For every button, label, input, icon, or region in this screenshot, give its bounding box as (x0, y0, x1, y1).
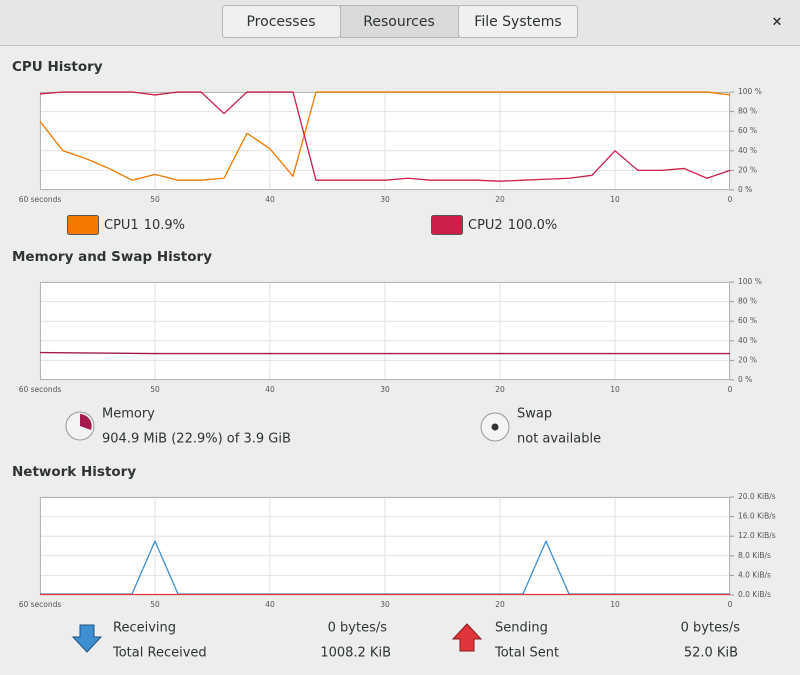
series-line (39, 91, 731, 181)
y-tick-label: 0 % (738, 375, 752, 384)
tab-label[interactable]: Processes (246, 14, 315, 30)
legend-entry: CPU2 100.0% (468, 218, 557, 233)
x-tick-label: 10 (610, 195, 620, 204)
legend-swatch[interactable] (67, 215, 99, 235)
total-received-label: Total Received (112, 646, 207, 661)
x-tick-label: 30 (380, 385, 390, 394)
sending-label: Sending (495, 621, 548, 636)
x-tick-label: 10 (610, 385, 620, 394)
memory-label: Memory (102, 407, 155, 422)
series-line (39, 91, 731, 182)
y-tick-label: 12.0 KiB/s (738, 531, 776, 540)
x-tick-label: 50 (150, 195, 160, 204)
y-tick-label: 80 % (738, 107, 757, 116)
swap-icon-dot (491, 423, 499, 431)
y-tick-label: 20.0 KiB/s (738, 492, 776, 501)
legend-swatch[interactable] (431, 215, 463, 235)
x-tick-label: 30 (380, 600, 390, 609)
y-tick-label: 80 % (738, 297, 757, 306)
total-sent: 52.0 KiB (684, 646, 738, 661)
x-tick-label: 0 (728, 600, 733, 609)
legend-reading: 10.9% (144, 218, 185, 233)
receiving-label: Receiving (113, 621, 176, 636)
x-tick-label: 40 (265, 195, 275, 204)
legend-name: CPU1 (104, 218, 139, 233)
tab-label[interactable]: File Systems (474, 14, 561, 30)
y-tick-label: 60 % (738, 316, 757, 325)
y-tick-label: 60 % (738, 126, 757, 135)
legend-name: CPU2 (468, 218, 503, 233)
legend-reading: 100.0% (508, 218, 558, 233)
y-tick-label: 16.0 KiB/s (738, 512, 776, 521)
x-tick-label: 40 (265, 600, 275, 609)
x-tick-label: 60 seconds (19, 600, 62, 609)
tab-active[interactable] (340, 5, 459, 38)
total-sent-label: Total Sent (494, 646, 559, 661)
receiving-rate: 0 bytes/s (328, 621, 388, 636)
total-received: 1008.2 KiB (320, 646, 391, 661)
receive-icon[interactable] (71, 624, 103, 653)
x-tick-label: 0 (728, 385, 733, 394)
y-tick-label: 0.0 KiB/s (738, 590, 771, 599)
swap-status: not available (517, 432, 601, 447)
x-tick-label: 20 (495, 385, 505, 394)
close-button[interactable]: × (772, 15, 783, 30)
y-tick-label: 20 % (738, 355, 757, 364)
y-tick-label: 100 % (738, 277, 762, 286)
y-tick-label: 0 % (738, 185, 752, 194)
x-tick-label: 50 (150, 385, 160, 394)
y-tick-label: 40 % (738, 146, 757, 155)
section-title: Memory and Swap History (12, 249, 212, 265)
section-title: Network History (12, 464, 136, 480)
tab-label[interactable]: Resources (363, 14, 435, 30)
memory-icon-wedge (80, 414, 92, 430)
legend-entry: CPU1 10.9% (104, 218, 185, 233)
series-line (39, 351, 730, 355)
plot-border (40, 282, 730, 380)
y-tick-label: 100 % (738, 87, 762, 96)
x-tick-label: 60 seconds (19, 195, 62, 204)
tab[interactable] (458, 5, 578, 38)
y-tick-label: 4.0 KiB/s (738, 570, 771, 579)
swap-label: Swap (517, 407, 552, 422)
x-tick-label: 20 (495, 195, 505, 204)
x-tick-label: 40 (265, 385, 275, 394)
x-tick-label: 30 (380, 195, 390, 204)
x-tick-label: 0 (728, 195, 733, 204)
y-tick-label: 40 % (738, 336, 757, 345)
section-title: CPU History (12, 59, 103, 75)
y-tick-label: 20 % (738, 165, 757, 174)
x-tick-label: 10 (610, 600, 620, 609)
y-tick-label: 8.0 KiB/s (738, 551, 771, 560)
x-tick-label: 50 (150, 600, 160, 609)
memory-reading: 904.9 MiB (22.9%) of 3.9 GiB (102, 432, 291, 447)
sending-rate: 0 bytes/s (681, 621, 741, 636)
x-tick-label: 60 seconds (19, 385, 62, 394)
send-icon[interactable] (451, 623, 483, 652)
x-tick-label: 20 (495, 600, 505, 609)
